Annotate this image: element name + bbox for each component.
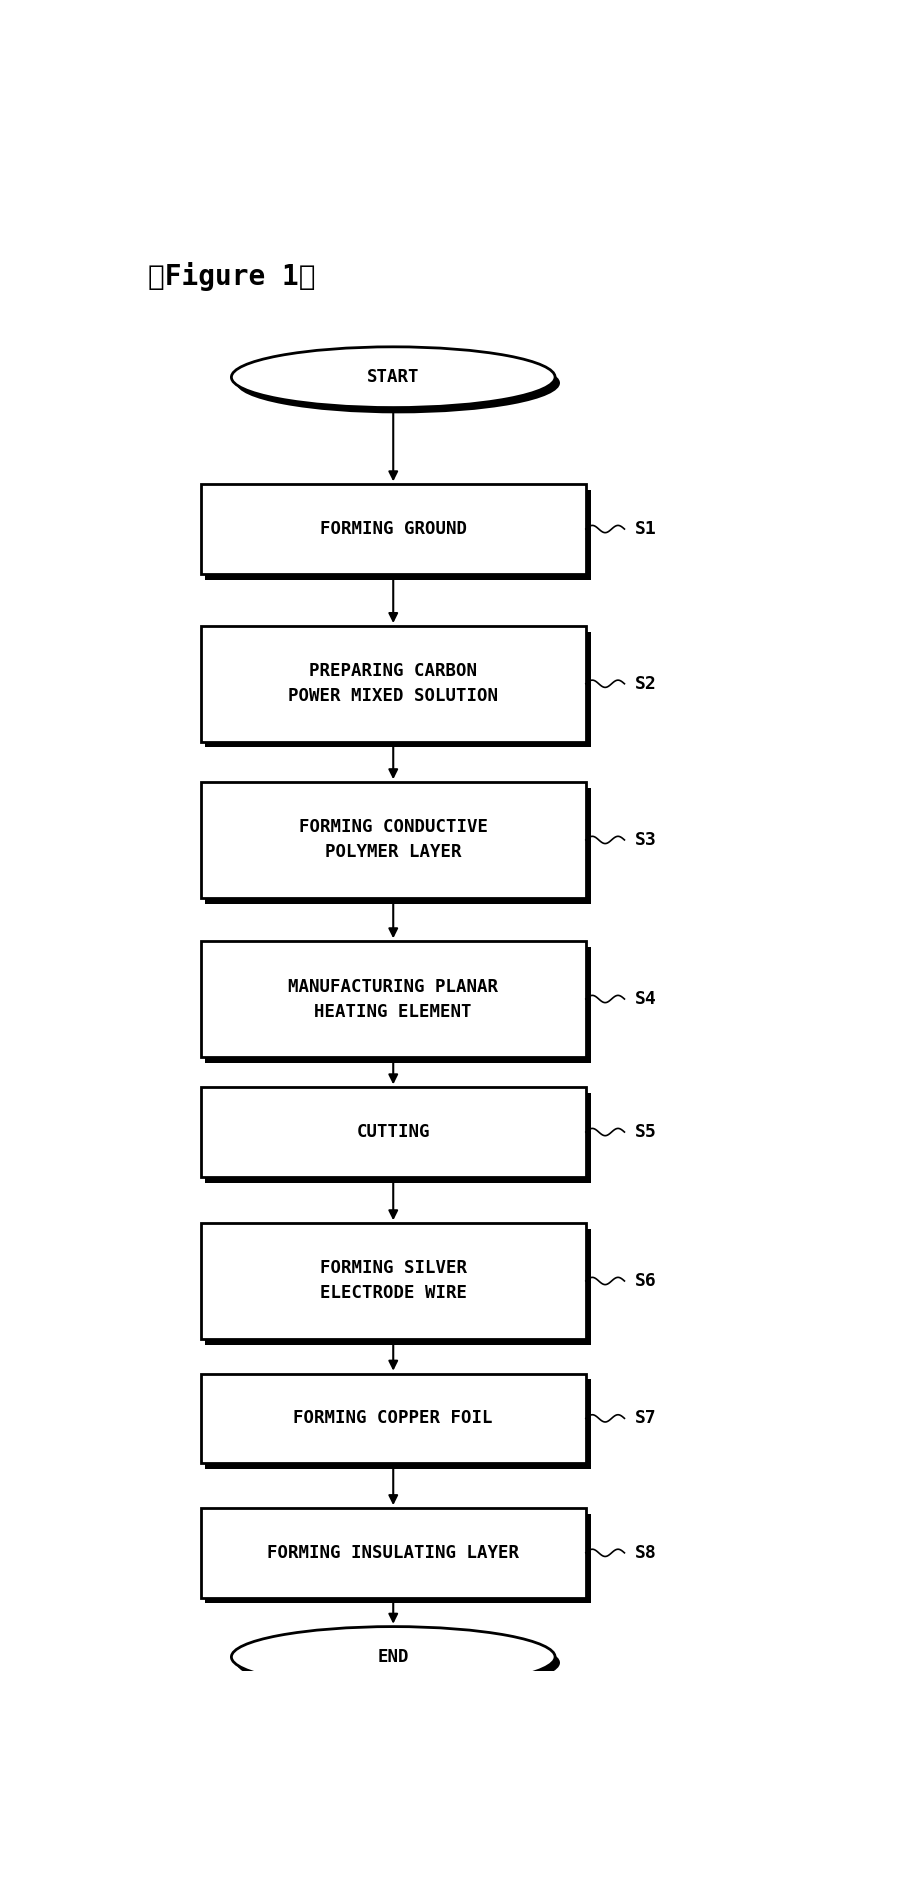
Text: S2: S2 [634, 674, 656, 693]
Text: S4: S4 [634, 990, 656, 1008]
Text: FORMING GROUND: FORMING GROUND [320, 520, 466, 537]
FancyBboxPatch shape [205, 631, 591, 747]
Text: FORMING COPPER FOIL: FORMING COPPER FOIL [293, 1408, 492, 1427]
Ellipse shape [236, 1632, 559, 1694]
Text: S7: S7 [634, 1408, 656, 1427]
Text: S5: S5 [634, 1123, 656, 1142]
FancyBboxPatch shape [205, 947, 591, 1063]
Ellipse shape [231, 347, 554, 408]
Text: PREPARING CARBON
POWER MIXED SOLUTION: PREPARING CARBON POWER MIXED SOLUTION [288, 663, 498, 706]
FancyBboxPatch shape [200, 941, 585, 1057]
Text: S3: S3 [634, 830, 656, 849]
Ellipse shape [231, 1626, 554, 1686]
Text: START: START [367, 368, 419, 387]
Text: 【Figure 1】: 【Figure 1】 [148, 261, 315, 291]
Text: FORMING CONDUCTIVE
POLYMER LAYER: FORMING CONDUCTIVE POLYMER LAYER [298, 819, 488, 862]
Text: S1: S1 [634, 520, 656, 537]
Ellipse shape [236, 353, 559, 413]
FancyBboxPatch shape [205, 1378, 591, 1469]
FancyBboxPatch shape [200, 1508, 585, 1598]
FancyBboxPatch shape [200, 1087, 585, 1178]
Text: S8: S8 [634, 1544, 656, 1562]
Text: MANUFACTURING PLANAR
HEATING ELEMENT: MANUFACTURING PLANAR HEATING ELEMENT [288, 978, 498, 1020]
FancyBboxPatch shape [200, 485, 585, 575]
Text: END: END [377, 1649, 408, 1666]
FancyBboxPatch shape [205, 1093, 591, 1183]
Text: FORMING INSULATING LAYER: FORMING INSULATING LAYER [267, 1544, 518, 1562]
Text: S6: S6 [634, 1271, 656, 1290]
FancyBboxPatch shape [205, 1228, 591, 1345]
FancyBboxPatch shape [200, 1223, 585, 1339]
Text: CUTTING: CUTTING [356, 1123, 430, 1142]
FancyBboxPatch shape [200, 781, 585, 898]
Text: FORMING SILVER
ELECTRODE WIRE: FORMING SILVER ELECTRODE WIRE [320, 1260, 466, 1303]
FancyBboxPatch shape [200, 1373, 585, 1463]
FancyBboxPatch shape [205, 1514, 591, 1604]
FancyBboxPatch shape [205, 789, 591, 903]
FancyBboxPatch shape [205, 490, 591, 580]
FancyBboxPatch shape [200, 625, 585, 742]
